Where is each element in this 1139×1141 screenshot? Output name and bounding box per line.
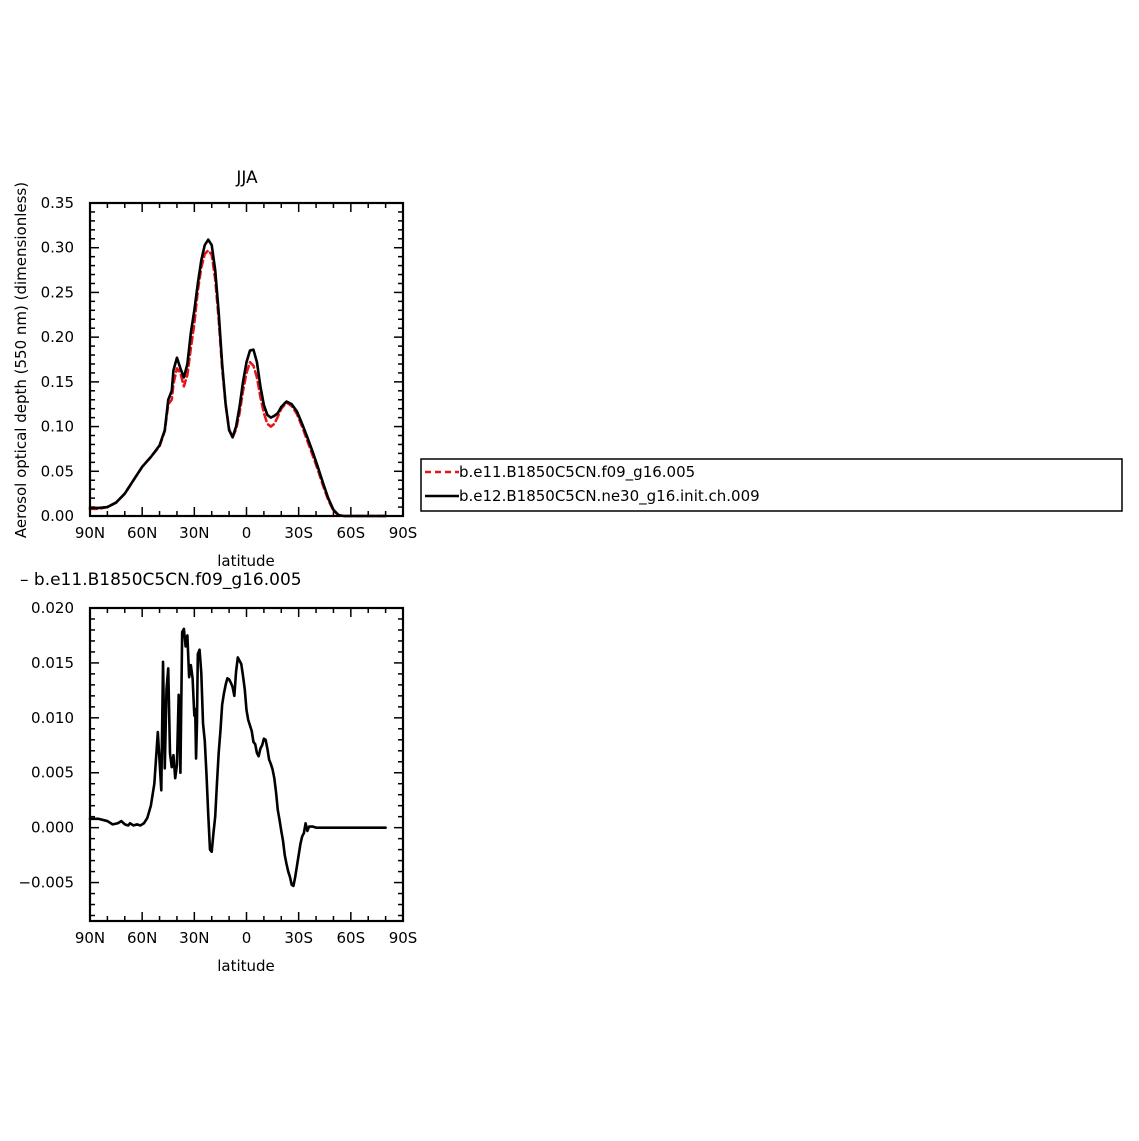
top-chart-panel: JJA Aerosol optical depth (550 nm) (dime… [12, 168, 417, 570]
top-y-tick-label: 0.35 [41, 194, 74, 212]
bottom-x-tick-label: 30N [179, 929, 209, 947]
top-x-tick-label: 90N [75, 524, 105, 542]
top-series-line-1 [88, 238, 387, 518]
bottom-y-tick-label: 0.005 [31, 764, 74, 782]
bottom-x-tick-label: 90S [389, 929, 418, 947]
top-x-tick-label: 0 [242, 524, 252, 542]
legend-box [420, 458, 1123, 512]
top-chart-series [88, 238, 387, 518]
top-y-tick-label: 0.20 [41, 328, 74, 346]
bottom-x-tick-label: 90N [75, 929, 105, 947]
top-y-tick-label: 0.05 [41, 462, 74, 480]
top-x-tick-label: 60S [337, 524, 366, 542]
bottom-y-tick-label: 0.010 [31, 709, 74, 727]
top-chart-title: JJA [235, 168, 258, 188]
top-y-tick-label: 0.10 [41, 418, 74, 436]
bottom-chart-frame [88, 606, 405, 923]
top-y-tick-label: 0.25 [41, 283, 74, 301]
bottom-y-tick-label: −0.005 [18, 874, 74, 892]
legend-label-series-a: b.e11.B1850C5CN.f09_g16.005 [459, 463, 695, 482]
top-y-tick-label: 0.00 [41, 507, 74, 525]
top-x-tick-label: 30S [284, 524, 313, 542]
top-chart-frame [88, 201, 405, 518]
bottom-chart-panel: Aerosol optical depth (550 nm) (dimensio… [18, 570, 417, 975]
bottom-chart-ticks: 90N 60N 30N 0 30S 60S 90S −0.005 0.000 0.005 0.010… [18, 599, 417, 947]
top-y-tick-label: 0.15 [41, 373, 74, 391]
top-x-tick-label: 30N [179, 524, 209, 542]
bottom-chart-series [88, 627, 387, 888]
bottom-chart-x-axis-title: latitude [217, 957, 275, 975]
bottom-series-line-0 [88, 627, 387, 888]
top-x-tick-label: 60N [127, 524, 157, 542]
top-y-tick-label: 0.30 [41, 239, 74, 257]
legend: b.e11.B1850C5CN.f09_g16.005 b.e12.B1850C… [420, 458, 1123, 512]
bottom-x-tick-label: 60S [337, 929, 366, 947]
bottom-y-tick-label: 0.000 [31, 819, 74, 837]
bottom-chart-title: – b.e11.B1850C5CN.f09_g16.005 [20, 570, 302, 590]
legend-label-series-b: b.e12.B1850C5CN.ne30_g16.init.ch.009 [459, 487, 760, 506]
bottom-x-tick-label: 30S [284, 929, 313, 947]
bottom-x-tick-label: 0 [242, 929, 252, 947]
bottom-y-tick-label: 0.015 [31, 654, 74, 672]
bottom-x-tick-label: 60N [127, 929, 157, 947]
top-chart-x-axis-title: latitude [217, 552, 275, 570]
bottom-y-tick-label: 0.020 [31, 599, 74, 617]
top-chart-y-axis-title: Aerosol optical depth (550 nm) (dimensio… [12, 182, 30, 538]
top-chart-ticks: 90N 60N 30N 0 30S 60S 90S 0.00 0.05 0.10 0.15 0.20 0… [41, 194, 418, 542]
top-x-tick-label: 90S [389, 524, 418, 542]
